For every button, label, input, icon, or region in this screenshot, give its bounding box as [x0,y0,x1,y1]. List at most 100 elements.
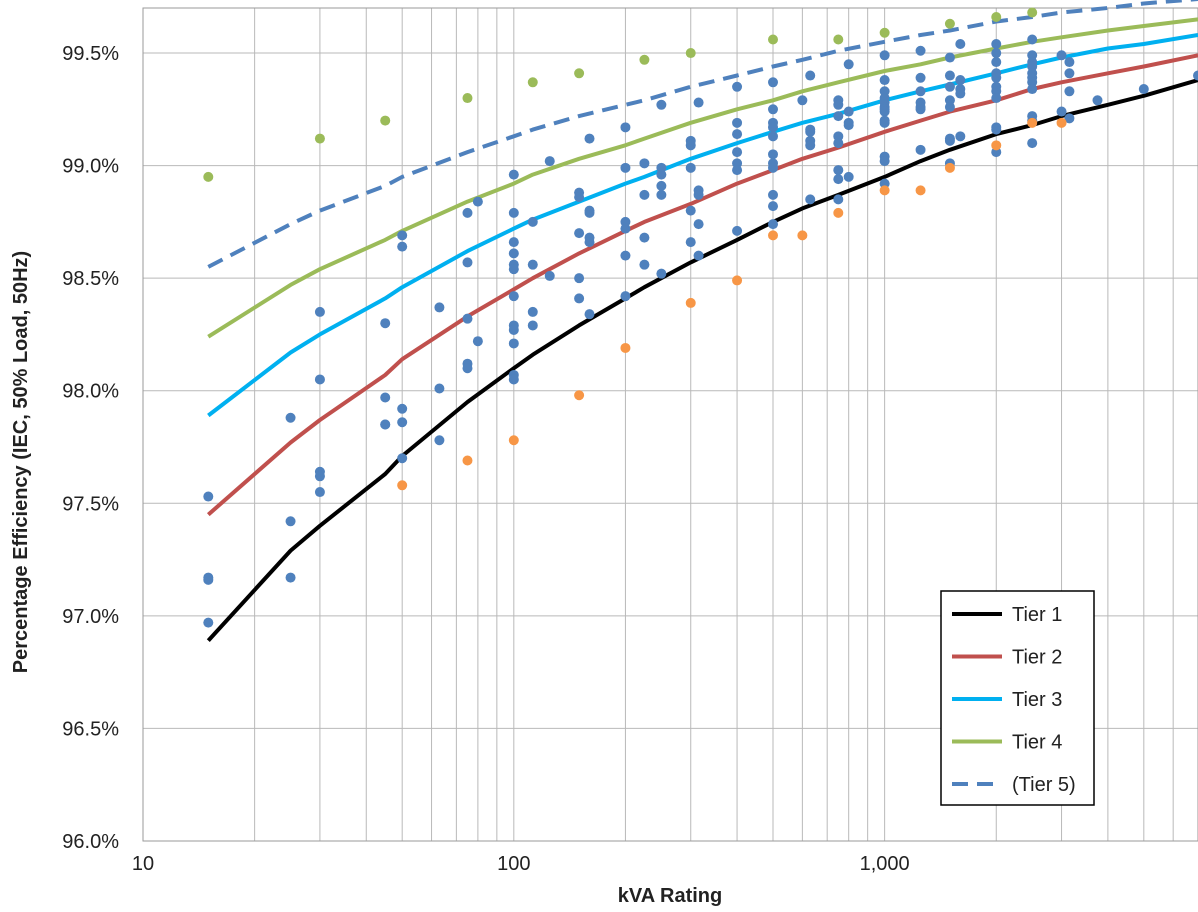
data-point [833,194,844,205]
data-point [991,72,1002,83]
data-point [955,39,966,50]
data-point [639,189,650,200]
data-point [508,291,519,302]
data-point [584,309,595,320]
data-point [527,216,538,227]
data-point [574,68,585,79]
data-point [1064,86,1075,97]
data-point [397,417,408,428]
data-point [944,135,955,146]
data-point [732,225,743,236]
data-point [462,257,473,268]
y-tick-label: 99.0% [62,156,119,178]
data-point [768,77,779,88]
data-point [693,97,704,108]
data-point [203,171,214,182]
data-point [380,115,391,126]
data-point [879,117,890,128]
data-point [1027,117,1038,128]
data-point [314,306,325,317]
data-point [843,120,854,131]
data-point [693,250,704,261]
data-point [639,232,650,243]
data-point [685,140,696,151]
data-point [508,237,519,248]
data-point [620,291,631,302]
data-point [397,230,408,241]
data-point [732,81,743,92]
data-point [1138,84,1149,95]
data-point [833,99,844,110]
data-point [797,95,808,106]
x-axis-title: kVA Rating [618,885,722,907]
data-point [1056,50,1067,61]
data-point [285,572,296,583]
data-point [508,374,519,385]
data-point [656,268,667,279]
data-point [833,111,844,122]
data-point [203,617,214,628]
data-point [915,104,926,115]
data-point [1056,117,1067,128]
data-point [527,77,538,88]
data-point [314,471,325,482]
data-point [944,18,955,29]
data-point [833,174,844,185]
data-point [732,117,743,128]
data-point [1027,84,1038,95]
data-point [991,39,1002,50]
data-point [768,201,779,212]
data-point [944,81,955,92]
data-point [285,516,296,527]
data-point [639,54,650,65]
data-point [1064,113,1075,124]
data-point [639,259,650,270]
data-point [544,270,555,281]
data-point [620,342,631,353]
data-point [768,230,779,241]
data-point [639,158,650,169]
data-point [991,57,1002,68]
data-point [879,50,890,61]
y-tick-label: 98.5% [62,268,119,290]
data-point [879,75,890,86]
data-point [879,27,890,38]
data-point [620,162,631,173]
data-point [584,237,595,248]
data-point [584,133,595,144]
data-point [732,275,743,286]
legend-label: Tier 1 [1012,604,1062,626]
data-point [508,338,519,349]
data-point [434,435,445,446]
data-point [915,86,926,97]
data-point [843,171,854,182]
data-point [380,392,391,403]
data-point [805,194,816,205]
data-point [732,165,743,176]
data-point [732,129,743,140]
y-tick-label: 97.0% [62,606,119,628]
legend-label: Tier 4 [1012,732,1062,754]
data-point [314,374,325,385]
data-point [527,306,538,317]
y-tick-label: 98.0% [62,381,119,403]
x-tick-label: 10 [132,853,154,875]
data-point [314,487,325,498]
data-point [656,169,667,180]
data-point [1193,70,1198,81]
data-point [768,34,779,45]
data-point [833,138,844,149]
data-point [434,302,445,313]
data-point [944,52,955,63]
data-point [472,336,483,347]
data-point [1027,138,1038,149]
plot-area-frame [142,7,1198,842]
data-point [991,124,1002,135]
data-point [397,241,408,252]
data-point [397,453,408,464]
data-point [462,207,473,218]
data-point [574,293,585,304]
data-point [527,259,538,270]
data-point [915,45,926,56]
data-point [1064,68,1075,79]
